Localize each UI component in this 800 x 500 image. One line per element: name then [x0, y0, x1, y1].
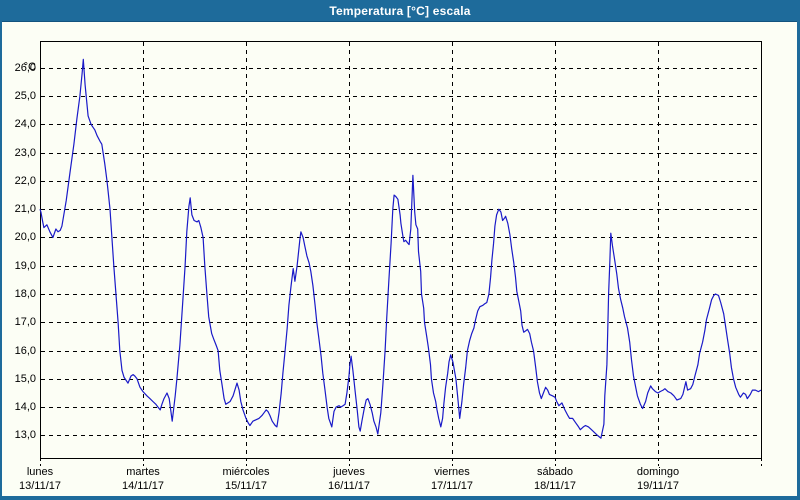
- window-frame-bottom: [0, 496, 800, 500]
- x-axis-day-label: sábado: [536, 466, 574, 478]
- y-axis-tick-label: 25,0: [14, 90, 36, 102]
- x-axis-day-label: viernes: [434, 466, 470, 478]
- x-axis-day-label: lunes: [26, 466, 54, 478]
- y-axis-tick-label: 16,0: [14, 345, 36, 357]
- y-axis-unit-label: °C: [23, 61, 36, 73]
- y-axis-tick-label: 15,0: [14, 373, 36, 385]
- window-title: Temperatura [°C] escala: [329, 3, 471, 18]
- temperature-chart-svg: [39, 41, 762, 466]
- y-axis-tick-label: 22,0: [14, 175, 36, 187]
- title-bar: Temperatura [°C] escala: [0, 0, 800, 22]
- window-frame-right: [797, 21, 800, 500]
- x-axis-date-label: 18/11/17: [533, 480, 576, 492]
- x-axis-date-label: 14/11/17: [121, 480, 164, 492]
- x-axis-day-label: martes: [126, 466, 160, 478]
- x-axis-day-label: miércoles: [222, 466, 270, 478]
- y-axis-tick-label: 24,0: [14, 118, 36, 130]
- y-axis-tick-label: 21,0: [14, 203, 36, 215]
- x-axis-day-label: jueves: [333, 466, 365, 478]
- plot-border: [40, 41, 762, 459]
- y-axis-tick-label: 19,0: [14, 260, 36, 272]
- x-axis-date-label: 13/11/17: [18, 480, 61, 492]
- y-axis-tick-label: 17,0: [14, 316, 36, 328]
- x-axis-date-label: 15/11/17: [224, 480, 267, 492]
- y-axis-tick-label: 13,0: [14, 429, 36, 441]
- y-axis-tick-label: 20,0: [14, 231, 36, 243]
- x-axis-date-label: 17/11/17: [430, 480, 473, 492]
- y-axis-tick-label: 23,0: [14, 147, 36, 159]
- y-axis-tick-label: 26,0: [14, 62, 36, 74]
- x-axis-date-label: 19/11/17: [636, 480, 679, 492]
- x-axis-date-label: 16/11/17: [327, 480, 370, 492]
- window-frame-left: [0, 21, 2, 500]
- chart-area: °C 26,0 25,0 24,0 23,0 22,0 21,0 20,0 19,0 18,0 1…: [0, 21, 800, 496]
- x-axis-day-label: domingo: [636, 466, 680, 478]
- y-axis-tick-label: 14,0: [14, 401, 36, 413]
- temperature-line: [39, 58, 762, 439]
- y-axis-tick-label: 18,0: [14, 288, 36, 300]
